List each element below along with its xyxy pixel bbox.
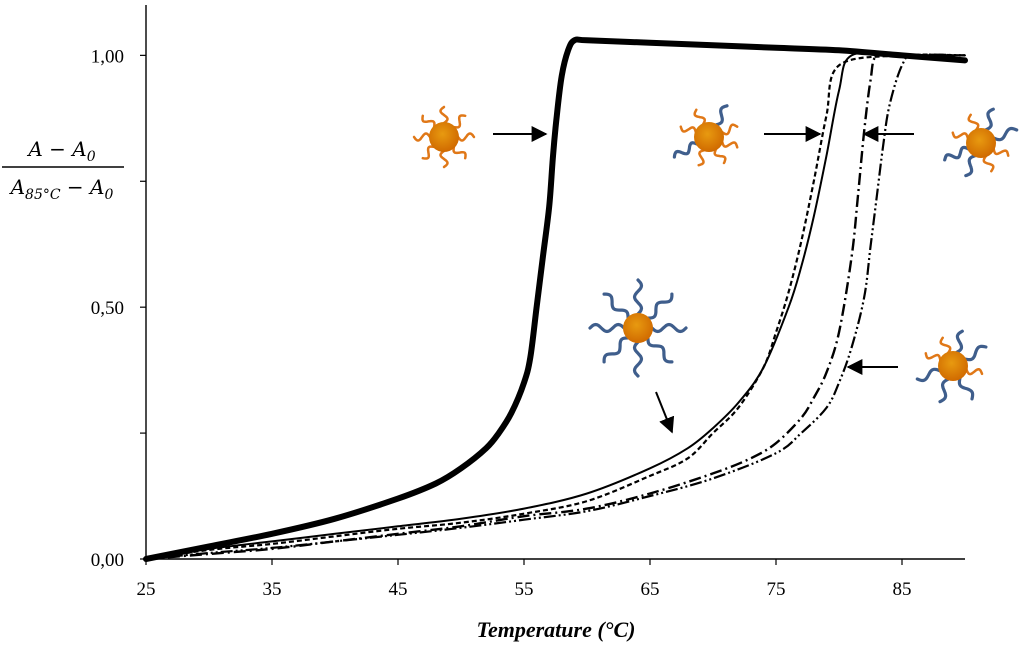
y-tick-label: 0,50 (91, 298, 124, 319)
annotations-layer (412, 104, 1019, 434)
x-tick-label: 35 (263, 579, 282, 600)
x-tick-label: 45 (389, 579, 408, 600)
series-line-solid (145, 51, 966, 560)
nanoparticle-mixed-ligands-icon (943, 107, 1019, 178)
x-tick-label: 25 (137, 579, 156, 600)
y-tick-label: 1,00 (91, 46, 124, 67)
y-tick-label: 0,00 (91, 550, 124, 571)
svg-text:A − A0: A − A0 (26, 137, 95, 165)
x-axis-label: Temperature (°C) (477, 617, 636, 642)
annotation-arrow (655, 391, 675, 434)
x-tick-label: 65 (641, 579, 660, 600)
x-tick-label: 55 (515, 579, 534, 600)
nanoparticle-orange-ligands-icon (412, 105, 476, 169)
series-line-solid-thick (143, 36, 968, 562)
nanoparticle-blue-ligands-icon (588, 278, 688, 378)
svg-text:A85°C − A0: A85°C − A0 (9, 175, 114, 203)
y-axis-label: A − A0 A85°C − A0 (2, 137, 124, 203)
series-line-dash-dot (145, 52, 965, 561)
nanoparticle-mixed-ligands-icon (672, 104, 739, 167)
series-layer (143, 36, 968, 562)
x-tick-label: 75 (767, 579, 786, 600)
x-tick-label: 85 (893, 579, 912, 600)
nanoparticle-mixed-ligands-icon (915, 329, 988, 404)
axes: 25 35 45 55 65 75 85 0,00 0,50 1,00 (91, 5, 965, 600)
